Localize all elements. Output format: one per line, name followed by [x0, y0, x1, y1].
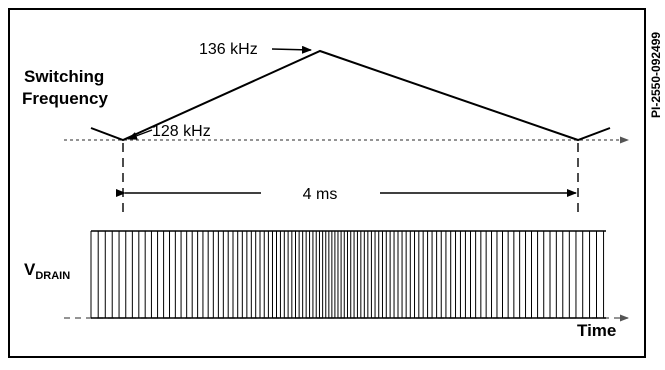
vdrain-label-main: V — [24, 260, 36, 279]
time-axis-label: Time — [577, 321, 616, 340]
frequency-triangle-wave — [90, 49, 611, 142]
frequency-axis-label-line2: Frequency — [22, 89, 109, 108]
peak-pointer-arrow — [271, 45, 312, 54]
base-pointer-arrow — [127, 129, 153, 140]
peak-frequency-label: 136 kHz — [199, 41, 258, 58]
vdrain-label-sub: DRAIN — [35, 270, 70, 282]
period-label: 4 ms — [303, 186, 338, 203]
vdrain-label: VDRAIN — [24, 260, 70, 282]
drain-pulse-train — [90, 231, 605, 318]
figure-frame — [8, 8, 646, 358]
figure-id-label: PI-2550-092499 — [649, 32, 663, 118]
frequency-axis-label-line1: Switching — [24, 67, 104, 86]
base-frequency-label: 128 kHz — [152, 123, 211, 140]
